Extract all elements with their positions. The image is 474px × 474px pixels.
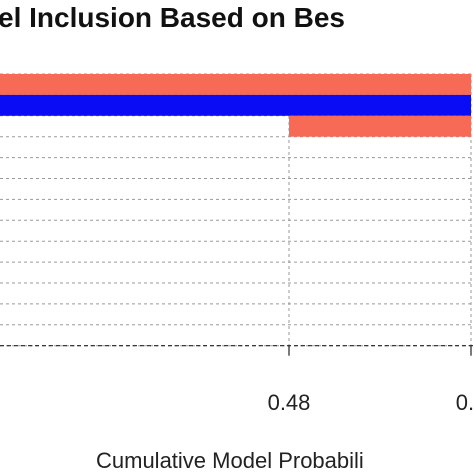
chart-title: el Inclusion Based on Bes (0, 2, 345, 33)
inclusion-cells (0, 74, 471, 137)
x-tick-label: 0.6 (456, 390, 474, 415)
inclusion-cell-row-3 (289, 115, 471, 137)
x-axis-label: Cumulative Model Probabili (96, 448, 364, 473)
inclusion-cell-row-1 (0, 74, 471, 95)
x-tick-label: 0.48 (268, 390, 311, 415)
x-tick-labels: 0.48 0.6 (268, 390, 474, 415)
x-axis (0, 345, 474, 356)
inclusion-cell-row-2 (0, 94, 471, 116)
